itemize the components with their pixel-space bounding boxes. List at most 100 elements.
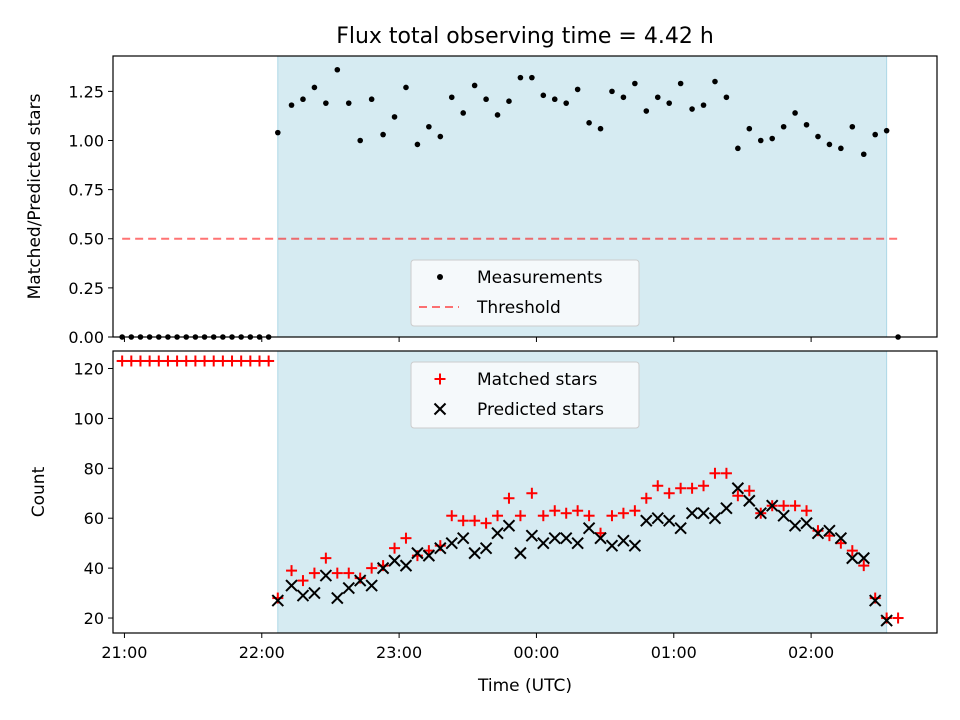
predicted-star-point [651, 511, 664, 525]
predicted-star-point [800, 516, 813, 530]
legend-cross-glyph [433, 402, 447, 416]
predicted-star-point [411, 546, 424, 560]
predicted-star-point [582, 521, 596, 535]
predicted-star-point [720, 502, 733, 515]
matched-star-point [606, 510, 618, 522]
predicted-star-points [271, 482, 893, 627]
x-tick-label: 00:00 [513, 643, 559, 662]
predicted-star-point [731, 482, 745, 495]
matched-star-point [389, 542, 401, 554]
legend-matched-marker [434, 373, 446, 385]
predicted-star-point [525, 529, 539, 542]
measurement-point [838, 145, 844, 152]
measurement-point [746, 125, 753, 132]
measurement-point [414, 141, 421, 148]
matched-star-point [778, 500, 790, 512]
y-tick-label: 1.00 [68, 131, 104, 150]
matched-star-point [480, 517, 492, 529]
y-tick-label: 0.50 [68, 230, 104, 249]
predicted-star-point [605, 539, 619, 552]
measurement-point [300, 96, 306, 103]
predicted-star-point [537, 536, 550, 550]
y-axis-label-top: Matched/Predicted stars [25, 93, 45, 299]
matched-star-point [503, 492, 515, 504]
legend-box-bottom [410, 361, 640, 429]
measurement-point [735, 145, 741, 152]
legend-predicted-label: Predicted stars [477, 400, 604, 420]
predicted-star-point [548, 531, 561, 545]
predicted-star-point [514, 546, 527, 560]
matched-star-point [446, 510, 458, 522]
matched-star-point [331, 567, 343, 579]
matched-star-point [629, 505, 641, 517]
matched-star-point [320, 552, 332, 564]
measurement-point [769, 135, 775, 142]
predicted-star-point [868, 594, 882, 607]
measurement-point [506, 98, 512, 104]
matched-star-point [743, 485, 755, 497]
measurement-point [723, 94, 730, 101]
legend-plus-glyph [434, 373, 446, 385]
predicted-star-point [697, 507, 710, 520]
y-tick-label: 0.00 [68, 328, 104, 347]
predicted-star-point [331, 591, 344, 605]
matched-star-point [617, 507, 629, 519]
matched-star-point [892, 612, 904, 624]
predicted-star-point [594, 531, 607, 545]
measurement-point [815, 133, 821, 140]
legend-predicted-marker [433, 402, 447, 416]
measurement-point [471, 82, 478, 89]
matched-star-point [572, 505, 584, 517]
matched-star-point [297, 575, 309, 587]
predicted-star-point [685, 507, 699, 520]
predicted-star-point [353, 574, 367, 587]
matched-star-point [789, 500, 801, 512]
measurement-point [666, 100, 672, 106]
matched-star-point [686, 482, 698, 494]
predicted-star-point [456, 531, 470, 545]
matched-star-point [675, 482, 687, 494]
matched-star-point [801, 505, 813, 517]
predicted-star-point [823, 524, 836, 537]
measurement-point [517, 74, 524, 81]
measurement-point [403, 84, 409, 91]
y-ticks-bottom: 20 40 60 80 100 120 [73, 359, 113, 628]
matched-star-point [663, 487, 675, 499]
predicted-star-point [708, 511, 722, 525]
matched-star-point [560, 507, 572, 519]
y-tick-label: 20 [84, 609, 104, 628]
measurement-point [620, 94, 627, 101]
measurement-point [872, 131, 878, 138]
predicted-star-point [271, 594, 285, 607]
legend-bottom: Matched stars Predicted stars [410, 361, 640, 429]
measurement-point [574, 86, 581, 93]
x-axis-label: Time (UTC) [477, 676, 572, 696]
predicted-star-point [788, 519, 802, 532]
measurement-point [792, 110, 798, 116]
matched-star-points [116, 355, 904, 624]
predicted-star-point [846, 551, 859, 565]
predicted-star-point [434, 541, 447, 555]
predicted-star-point [365, 579, 378, 592]
predicted-star-point [445, 536, 458, 550]
predicted-star-point [640, 514, 653, 527]
plot-frame-bottom [112, 350, 938, 634]
y-ticks-top: 0.00 0.25 0.50 0.75 1.00 1.25 [68, 82, 113, 347]
measurement-point [391, 114, 398, 120]
measurement-point [551, 96, 558, 103]
x-tick-label: 02:00 [788, 643, 834, 662]
measurement-point [483, 96, 489, 103]
measurement-point [712, 78, 718, 85]
predicted-star-point [388, 554, 401, 567]
predicted-star-point [834, 531, 848, 545]
ratio-panel: 0.00 0.25 0.50 0.75 1.00 1.25 Matched/Predict… [25, 55, 938, 347]
legend-measurements-label: Measurements [477, 268, 603, 288]
matched-star-point [846, 545, 858, 557]
matched-star-point [698, 480, 710, 492]
measurement-point [689, 106, 695, 112]
measurement-point [700, 102, 707, 108]
predicted-star-point [376, 561, 390, 575]
y-tick-label: 40 [84, 559, 104, 578]
predicted-star-point [811, 526, 825, 540]
x-ticks-top [123, 337, 812, 342]
